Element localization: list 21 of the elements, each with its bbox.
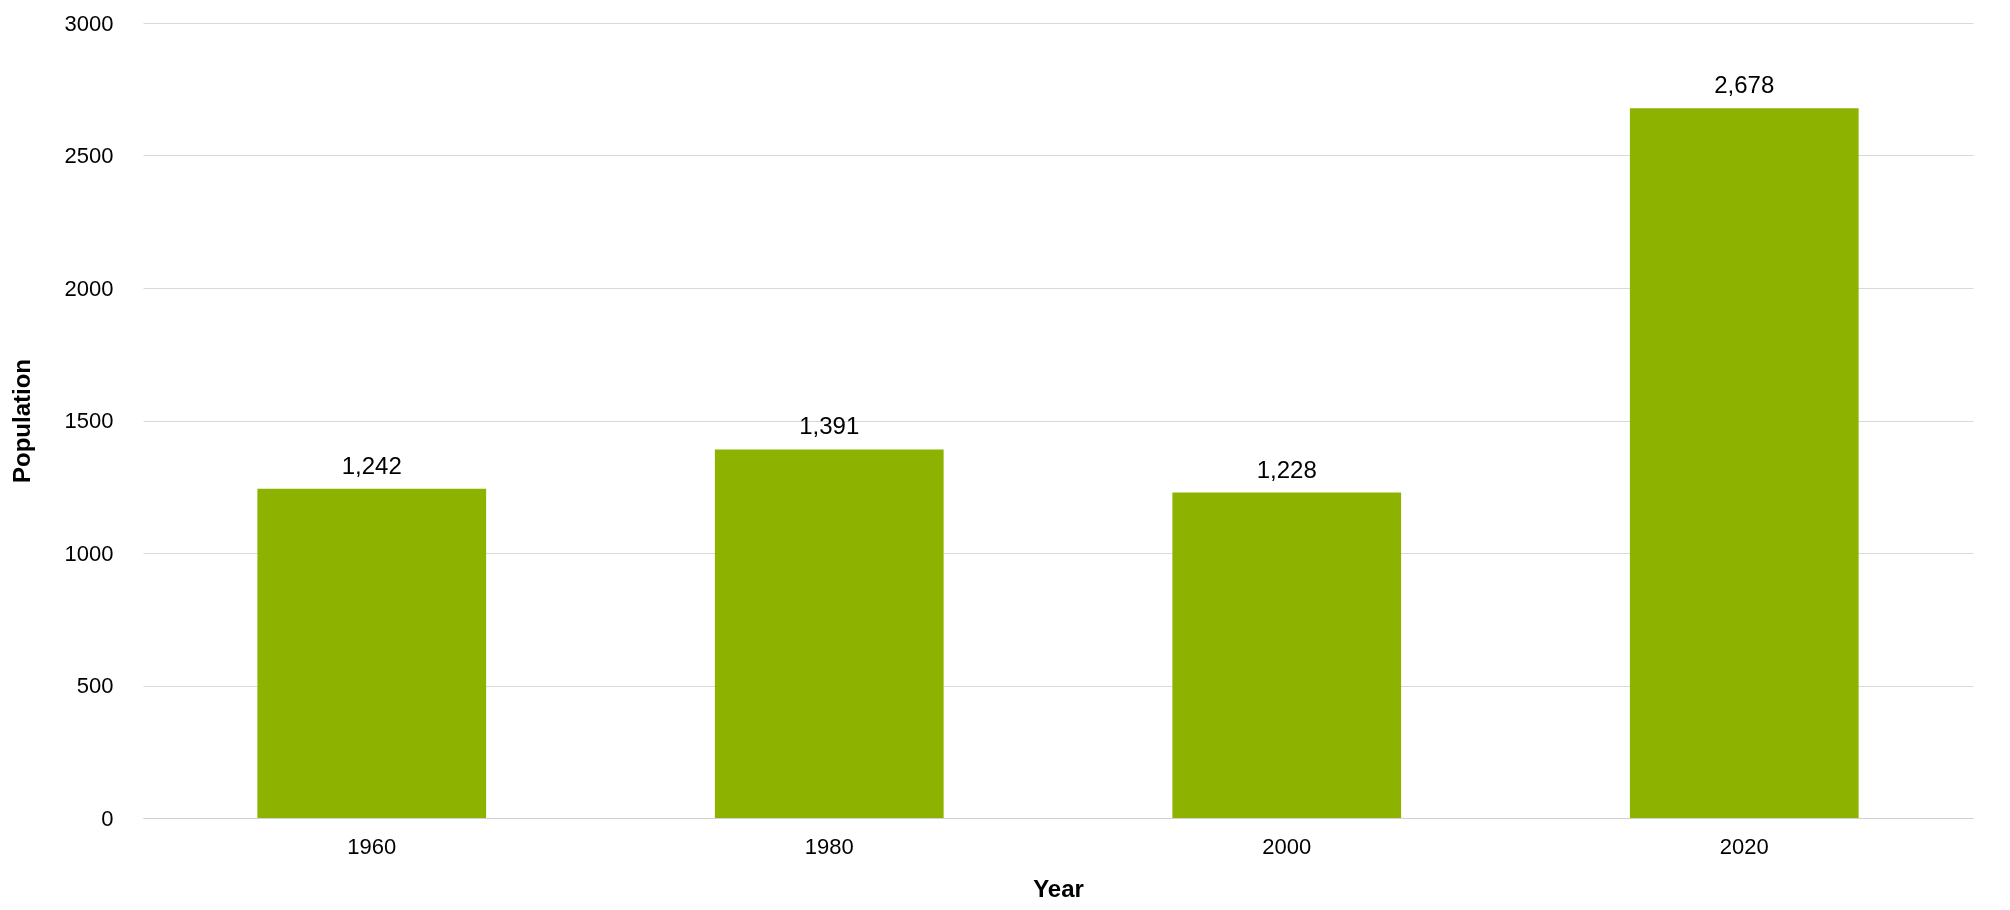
x-tick-label: 1980 — [804, 833, 854, 859]
y-tick-label: 1500 — [64, 408, 114, 433]
bar — [1172, 492, 1402, 818]
data-label: 1,228 — [1256, 455, 1317, 483]
y-tick-label: 500 — [76, 673, 114, 698]
bar — [257, 488, 487, 818]
x-tick-label: 2020 — [1719, 833, 1769, 859]
y-tick-label: 3000 — [64, 10, 114, 36]
data-label: 2,678 — [1714, 71, 1775, 99]
x-tick-label: 2000 — [1262, 833, 1312, 859]
y-tick-label: 0 — [101, 805, 114, 831]
y-tick-label: 1000 — [64, 540, 114, 566]
y-axis-title: Population — [7, 359, 35, 483]
x-axis-title: Year — [1033, 874, 1084, 902]
y-tick-label: 2000 — [64, 275, 114, 301]
data-label: 1,391 — [799, 412, 860, 440]
data-label: 1,242 — [341, 451, 402, 479]
y-tick-label: 2500 — [64, 143, 114, 168]
bar — [714, 449, 944, 818]
bar — [1629, 108, 1859, 818]
x-tick-label: 1960 — [347, 833, 397, 859]
